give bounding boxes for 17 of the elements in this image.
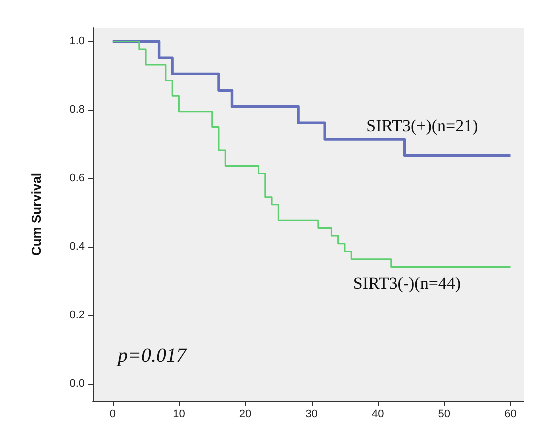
x-tick-label: 60: [504, 408, 517, 420]
y-tick-label: 1.0: [70, 36, 85, 48]
x-tick-label: 10: [173, 408, 186, 420]
y-tick-label: 0.2: [70, 309, 85, 322]
y-tick-label: 0.0: [70, 378, 85, 390]
x-tick-label: 0: [110, 408, 116, 420]
annotation: p=0.017: [116, 345, 188, 367]
y-tick-label: 0.6: [70, 172, 85, 185]
series-label: SIRT3(+)(n=21): [366, 116, 478, 136]
series-label: SIRT3(-)(n=44): [353, 274, 462, 294]
x-tick-label: 40: [372, 408, 384, 420]
x-tick-label: 30: [306, 408, 318, 420]
x-tick-label: 20: [239, 408, 252, 420]
y-tick-label: 0.4: [70, 241, 85, 254]
y-axis-title: Cum Survival: [29, 172, 44, 256]
x-tick-label: 50: [438, 408, 451, 420]
y-tick-label: 0.8: [70, 104, 85, 116]
